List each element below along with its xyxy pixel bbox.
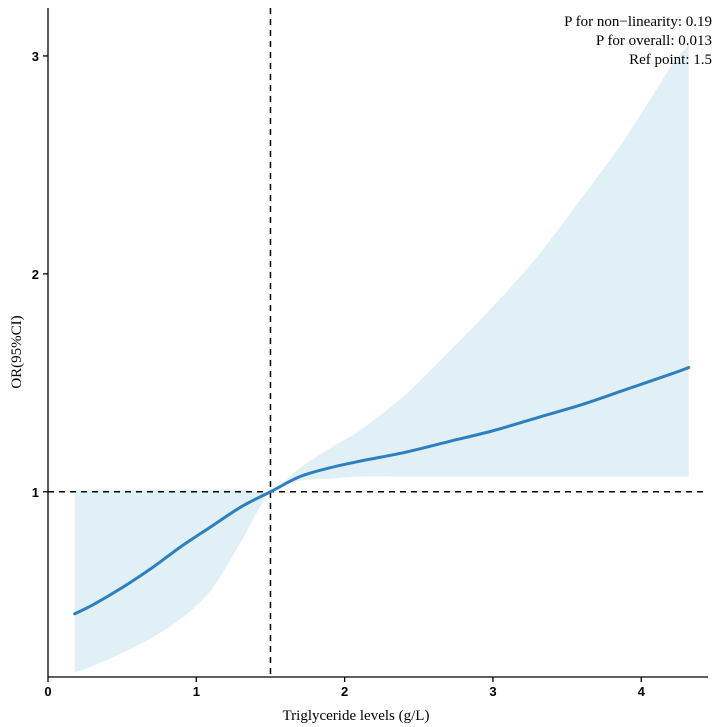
- y-tick-label: 3: [32, 49, 39, 64]
- annotation-label: P for overall:: [596, 33, 678, 49]
- y-tick-label: 1: [32, 485, 39, 500]
- annotation-line: P for non−linearity: 0.19: [564, 14, 712, 30]
- ticks: 0 1 2 3 4 1 2 3: [32, 49, 646, 699]
- x-tick-label: 3: [489, 684, 496, 699]
- reference-lines: [48, 8, 708, 677]
- x-tick-label: 0: [44, 684, 51, 699]
- x-axis-title: Triglyceride levels (g/L): [283, 708, 430, 724]
- annotation-value: 1.5: [693, 52, 712, 68]
- annotation-line: P for overall: 0.013: [596, 33, 712, 49]
- odds-ratio-line: [73, 366, 691, 616]
- x-tick-label: 4: [638, 684, 646, 699]
- annotation-label: P for non−linearity:: [564, 14, 686, 30]
- x-tick-label: 1: [193, 684, 200, 699]
- x-tick-label: 2: [341, 684, 348, 699]
- annotation-line: Ref point: 1.5: [629, 52, 712, 68]
- y-tick-label: 2: [32, 267, 39, 282]
- axes: [47, 8, 708, 678]
- y-axis-title: OR(95%CI): [9, 315, 25, 388]
- annotations: P for non−linearity: 0.19 P for overall: …: [564, 14, 712, 68]
- annotation-label: Ref point:: [629, 52, 693, 68]
- confidence-interval-band: [74, 45, 689, 673]
- annotation-value: 0.19: [686, 14, 712, 30]
- annotation-value: 0.013: [678, 33, 712, 49]
